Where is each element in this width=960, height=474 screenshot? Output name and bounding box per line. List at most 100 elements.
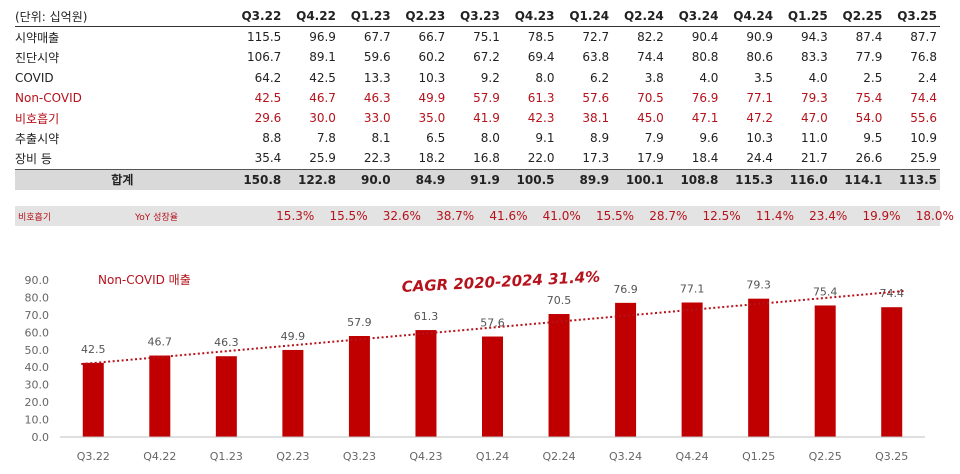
data-label: 76.9 <box>613 283 638 296</box>
column-header: Q4.22 <box>296 9 336 24</box>
x-tick-label: Q3.24 <box>609 450 642 463</box>
y-tick-label: 90.0 <box>25 274 50 287</box>
bar <box>415 330 437 437</box>
table-cell: 2.4 <box>917 70 937 85</box>
table-cell: 3.8 <box>644 70 664 85</box>
table-cell: 150.8 <box>229 168 285 190</box>
x-axis: Q3.22 Q4.22 Q1.23 Q2.23 Q3.23 Q4.23 Q1.24 Q2.24… <box>60 436 925 463</box>
column-header: Q3.23 <box>460 9 500 24</box>
bar <box>748 298 770 437</box>
y-tick-label: 50.0 <box>25 344 50 357</box>
table-cell: 74.4 <box>910 90 937 105</box>
table-cell: 76.8 <box>910 50 937 65</box>
x-tick-label: Q2.25 <box>809 450 842 463</box>
table-cell: 63.8 <box>582 50 610 65</box>
table-cell: 11.0 <box>800 131 828 146</box>
table-row: 시약매출 115.5 96.9 67.7 66.7 75.1 78.5 72.7 82.2 90.… <box>15 27 940 48</box>
table-cell: 10.3 <box>418 70 446 85</box>
y-tick-label: 20.0 <box>25 396 50 409</box>
table-cell: 9.6 <box>699 131 719 146</box>
column-header: Q3.24 <box>678 9 719 24</box>
table-cell: 24.4 <box>746 151 774 166</box>
table-cell: 8.8 <box>262 131 282 146</box>
table-cell: 35.0 <box>418 111 446 126</box>
table-cell: 13.3 <box>363 70 391 85</box>
non-covid-bar-chart: 0.010.020.030.040.050.060.070.080.090.0 … <box>25 268 925 463</box>
yoy-value: 18.0% <box>915 209 954 223</box>
bar <box>82 362 104 437</box>
table-cell: 67.7 <box>363 30 391 45</box>
x-tick-label: Q2.23 <box>276 450 309 463</box>
yoy-value: 15.5% <box>329 209 368 223</box>
row-label: 합계 <box>15 168 230 190</box>
cagr-annotation: CAGR 2020-2024 31.4% <box>401 268 600 296</box>
table-cell: 64.2 <box>254 70 282 85</box>
row-label: 진단시약 <box>15 50 60 65</box>
table-cell: 78.5 <box>527 30 555 45</box>
table-cell: 9.5 <box>863 131 883 146</box>
table-cell: 57.6 <box>582 90 610 105</box>
bar <box>814 305 836 437</box>
yoy-value: 11.4% <box>755 209 794 223</box>
table-cell: 67.2 <box>473 50 500 65</box>
table-cell: 57.9 <box>473 90 500 105</box>
chart-title: Non-COVID 매출 <box>98 273 191 287</box>
financial-table: (단위: 십억원) Q3.22 Q4.22 Q1.23 Q2.23 Q3.23 … <box>15 6 940 190</box>
table-cell: 80.8 <box>691 50 719 65</box>
table-cell: 8.0 <box>535 70 555 85</box>
table-cell: 9.1 <box>535 131 555 146</box>
table-cell: 90.4 <box>691 30 719 45</box>
x-tick-label: Q3.22 <box>77 450 110 463</box>
table-cell: 47.0 <box>800 111 828 126</box>
bar-series: 42.5 46.7 46.3 49.9 57.9 61.3 57.6 70.5 76.9 77.1… <box>81 279 904 437</box>
table-header-row: (단위: 십억원) Q3.22 Q4.22 Q1.23 Q2.23 Q3.23 … <box>15 6 940 27</box>
table-cell: 35.4 <box>254 151 282 166</box>
table-cell: 22.3 <box>363 151 391 166</box>
table-cell: 9.2 <box>480 70 500 85</box>
y-tick-label: 80.0 <box>25 291 50 304</box>
x-tick-label: Q4.23 <box>409 450 442 463</box>
table-cell: 18.2 <box>418 151 446 166</box>
table-row: 추출시약 8.8 7.8 8.1 6.5 8.0 9.1 8.9 7.9 9.6 10.3 11.0 9… <box>15 128 940 148</box>
column-header: Q4.24 <box>733 9 774 24</box>
table-cell: 41.9 <box>473 111 500 126</box>
yoy-values: 15.3% 15.5% 32.6% 38.7% 41.6% 41.0% 15.5% 28.7%… <box>261 206 954 226</box>
bar <box>881 307 903 437</box>
y-tick-label: 40.0 <box>25 361 50 374</box>
table-cell: 16.8 <box>473 151 500 166</box>
table-cell: 7.9 <box>644 131 664 146</box>
table-cell: 46.7 <box>309 90 336 105</box>
table-cell: 116.0 <box>776 168 831 190</box>
table-cell: 113.5 <box>885 168 940 190</box>
data-label: 79.3 <box>746 279 771 292</box>
column-header: Q1.24 <box>569 9 610 24</box>
table-cell: 45.0 <box>637 111 664 126</box>
table-cell: 96.9 <box>309 30 336 45</box>
column-header: Q2.24 <box>623 9 664 24</box>
table-row: 비호흡기 29.6 30.0 33.0 35.0 41.9 42.3 38.1 45.0 47.1… <box>15 108 940 128</box>
table-cell: 100.1 <box>612 168 667 190</box>
table-cell: 26.6 <box>855 151 883 166</box>
table-cell: 61.3 <box>527 90 555 105</box>
row-label: 비호흡기 <box>15 111 60 126</box>
table-cell: 72.7 <box>582 30 610 45</box>
table-cell: 115.5 <box>246 30 282 45</box>
table-cell: 46.3 <box>363 90 391 105</box>
table-cell: 42.5 <box>254 90 282 105</box>
table-cell: 115.3 <box>721 168 777 190</box>
table-cell: 18.4 <box>691 151 719 166</box>
table-cell: 108.8 <box>666 168 722 190</box>
table-cell: 60.2 <box>418 50 446 65</box>
yoy-value: 41.0% <box>542 209 581 223</box>
table-row: 장비 등 35.4 25.9 22.3 18.2 16.8 22.0 17.3 17.9 18.4… <box>15 148 940 169</box>
bar <box>615 302 637 437</box>
yoy-value: 38.7% <box>436 209 475 223</box>
table-cell: 55.6 <box>910 111 937 126</box>
table-cell: 6.5 <box>426 131 446 146</box>
column-header: Q2.23 <box>405 9 446 24</box>
table-cell: 25.9 <box>910 151 937 166</box>
row-label: 시약매출 <box>15 30 60 45</box>
yoy-segment-label: 비호흡기 <box>18 212 52 223</box>
data-label: 77.1 <box>680 283 705 296</box>
table-cell: 75.1 <box>473 30 500 45</box>
